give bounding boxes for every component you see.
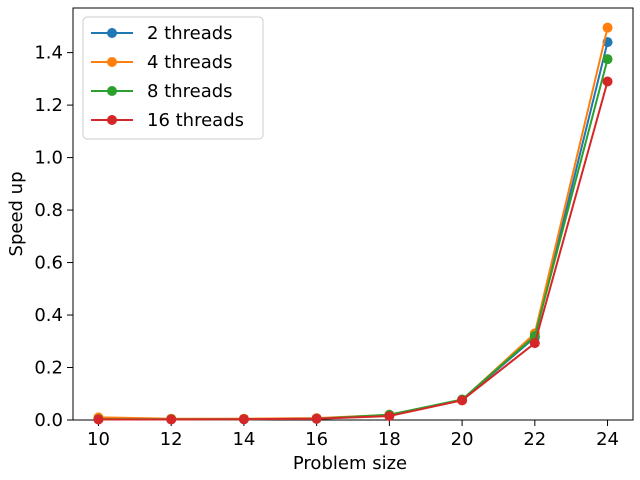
x-tick-label: 16 <box>305 429 328 450</box>
data-point <box>602 22 613 33</box>
x-tick-label: 10 <box>87 429 110 450</box>
y-axis-label: Speed up <box>6 172 27 257</box>
y-tick-label: 1.0 <box>34 148 63 169</box>
series-layer <box>93 22 613 425</box>
data-point <box>384 411 395 422</box>
legend-marker <box>107 86 117 96</box>
series-4 <box>93 76 613 425</box>
data-point <box>457 395 468 406</box>
legend-label: 4 threads <box>147 52 233 73</box>
data-point <box>602 76 613 87</box>
y-tick-label: 0.6 <box>34 253 63 274</box>
data-point <box>166 414 177 425</box>
y-tick-label: 0.8 <box>34 200 63 221</box>
x-tick-label: 22 <box>523 429 546 450</box>
legend: 2 threads 4 threads 8 threads 16 threads <box>82 16 264 140</box>
data-point <box>238 414 249 425</box>
x-tick-label: 20 <box>451 429 474 450</box>
series-line <box>98 81 609 421</box>
data-point <box>311 413 322 424</box>
y-axis: 0.0 0.2 0.4 0.6 0.8 1.0 1.2 1.4 <box>34 43 73 431</box>
y-tick-label: 0.0 <box>34 410 63 431</box>
legend-marker <box>107 115 117 125</box>
legend-item: 4 threads <box>91 52 233 73</box>
x-axis-label: Problem size <box>293 453 407 474</box>
legend-item: 16 threads <box>91 110 244 131</box>
legend-marker <box>107 28 117 38</box>
y-tick-label: 0.4 <box>34 305 63 326</box>
y-tick-label: 1.2 <box>34 95 63 116</box>
y-tick-label: 1.4 <box>34 43 63 64</box>
legend-box <box>82 16 264 140</box>
data-point <box>529 338 540 349</box>
legend-item: 8 threads <box>91 81 233 102</box>
legend-marker <box>107 57 117 67</box>
x-axis: 10 12 14 16 18 20 22 24 <box>87 420 619 450</box>
data-point <box>93 414 104 425</box>
x-tick-label: 18 <box>378 429 401 450</box>
x-tick-label: 24 <box>596 429 619 450</box>
data-point <box>602 54 613 65</box>
legend-label: 2 threads <box>147 23 233 44</box>
y-tick-label: 0.2 <box>34 358 63 379</box>
x-tick-label: 14 <box>232 429 255 450</box>
legend-label: 16 threads <box>147 110 244 131</box>
x-tick-label: 12 <box>160 429 183 450</box>
legend-label: 8 threads <box>147 81 233 102</box>
legend-item: 2 threads <box>91 23 233 44</box>
